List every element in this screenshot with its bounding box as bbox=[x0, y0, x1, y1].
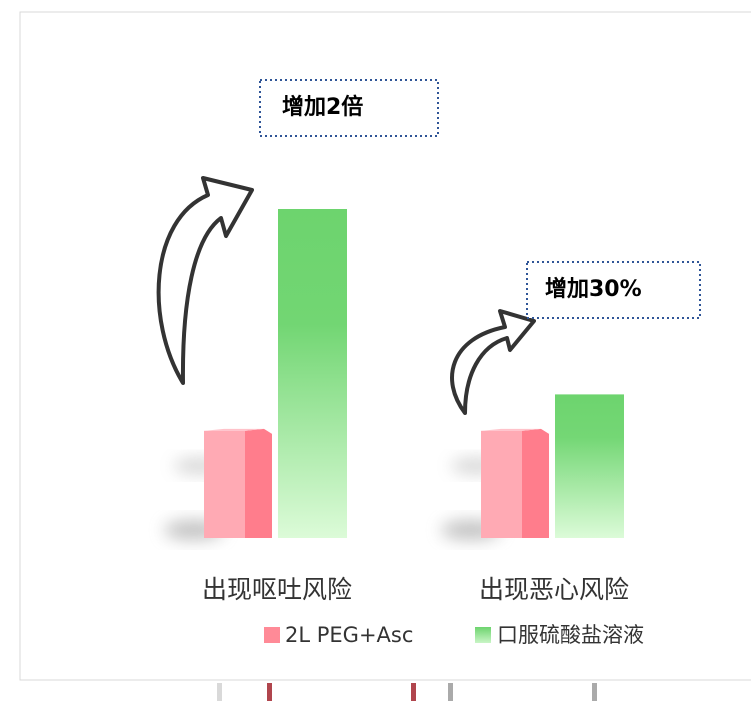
annotation-box bbox=[526, 261, 701, 319]
bar bbox=[204, 428, 272, 538]
bar-front bbox=[204, 430, 245, 538]
arrow bbox=[156, 176, 254, 385]
bar bbox=[278, 209, 347, 538]
arrow bbox=[450, 309, 536, 415]
x-tick-label: 出现呕吐风险 bbox=[202, 575, 352, 604]
legend-label: 2L PEG+Asc bbox=[285, 623, 413, 647]
bar-front bbox=[481, 430, 522, 538]
decor bbox=[267, 683, 272, 701]
decor bbox=[448, 683, 453, 701]
bar-top bbox=[481, 428, 541, 431]
bar-top bbox=[204, 428, 264, 431]
annotation: 增加2倍 bbox=[282, 94, 363, 120]
bar-side bbox=[522, 428, 549, 538]
decor bbox=[592, 683, 597, 701]
legend-swatch bbox=[475, 627, 491, 643]
chart-frame bbox=[19, 11, 751, 681]
decor bbox=[411, 683, 416, 701]
annotation-box bbox=[259, 79, 439, 137]
legend-swatch bbox=[264, 627, 280, 643]
annotation: 增加30% bbox=[545, 276, 642, 302]
bar bbox=[555, 394, 624, 538]
decor bbox=[217, 683, 222, 701]
bar-side bbox=[245, 428, 272, 538]
bar bbox=[481, 428, 549, 538]
legend-label: 口服硫酸盐溶液 bbox=[497, 623, 644, 647]
x-tick-label: 出现恶心风险 bbox=[479, 575, 629, 604]
